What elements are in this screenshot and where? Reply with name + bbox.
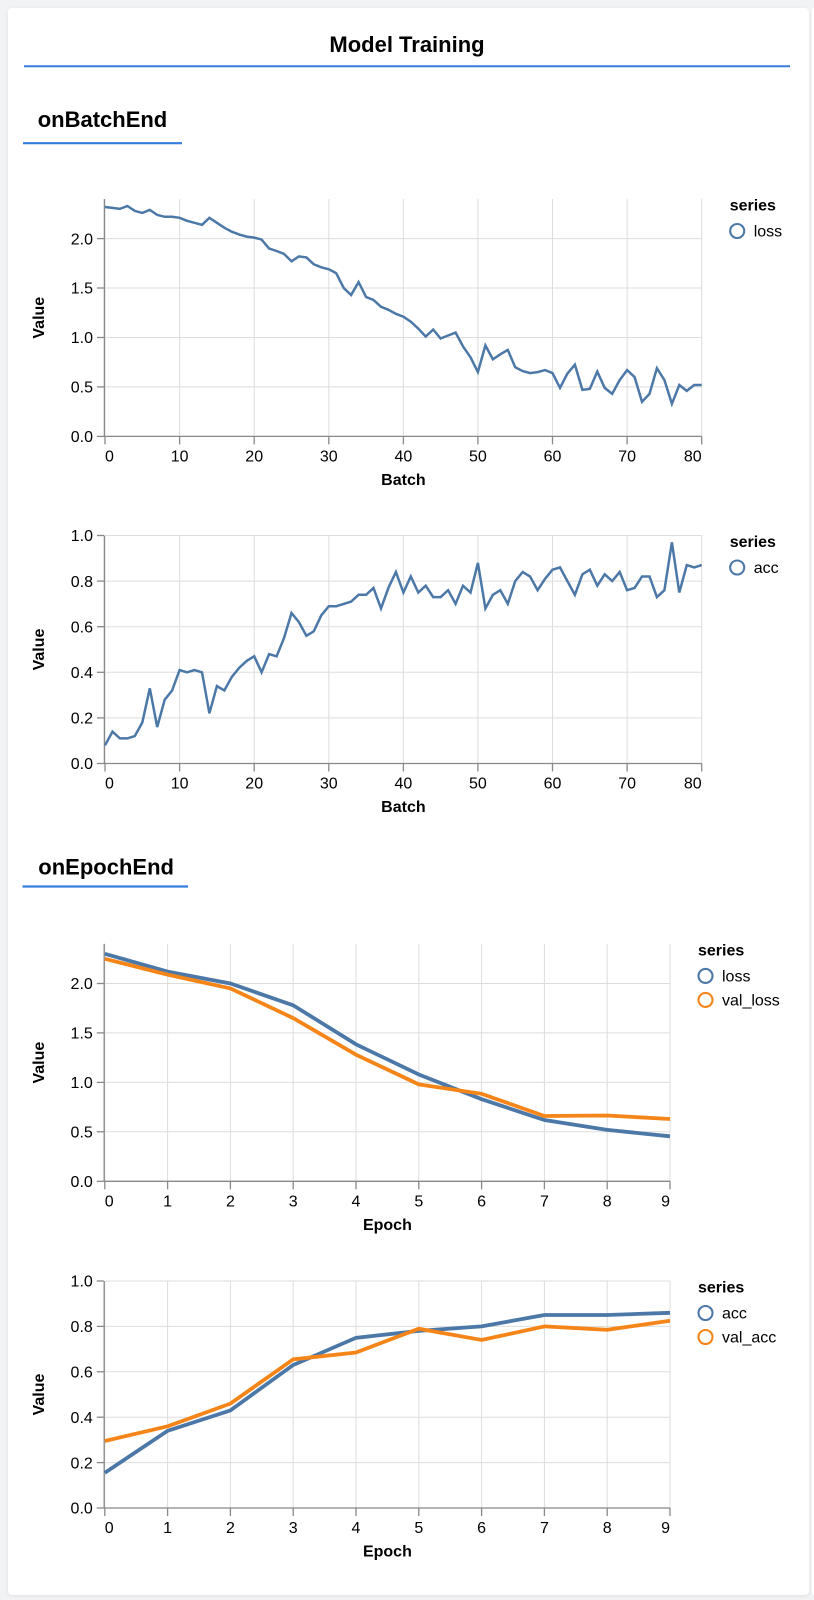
svg-text:10: 10 — [171, 776, 189, 793]
svg-text:80: 80 — [684, 776, 702, 793]
svg-text:20: 20 — [245, 449, 263, 466]
svg-text:0: 0 — [105, 776, 114, 793]
svg-text:0.0: 0.0 — [71, 1174, 93, 1191]
svg-text:loss: loss — [754, 224, 782, 241]
svg-text:1: 1 — [163, 1520, 172, 1537]
svg-text:7: 7 — [540, 1194, 549, 1211]
svg-text:30: 30 — [320, 776, 338, 793]
svg-text:20: 20 — [245, 776, 263, 793]
svg-text:0.0: 0.0 — [71, 756, 93, 773]
svg-text:4: 4 — [352, 1520, 361, 1537]
svg-text:9: 9 — [661, 1520, 670, 1537]
svg-text:5: 5 — [414, 1520, 423, 1537]
svg-text:9: 9 — [661, 1194, 670, 1211]
svg-text:val_loss: val_loss — [722, 993, 780, 1010]
svg-text:60: 60 — [544, 776, 562, 793]
svg-text:Batch: Batch — [381, 472, 425, 489]
svg-text:50: 50 — [469, 449, 487, 466]
svg-text:1: 1 — [163, 1194, 172, 1211]
svg-text:0.4: 0.4 — [71, 1410, 93, 1427]
svg-text:80: 80 — [684, 449, 702, 466]
svg-text:6: 6 — [477, 1194, 486, 1211]
svg-text:0: 0 — [105, 1520, 114, 1537]
svg-text:0.0: 0.0 — [71, 1501, 93, 1518]
svg-text:60: 60 — [544, 449, 562, 466]
svg-text:10: 10 — [171, 449, 189, 466]
svg-text:Epoch: Epoch — [363, 1544, 412, 1561]
svg-text:4: 4 — [352, 1194, 361, 1211]
svg-text:8: 8 — [603, 1194, 612, 1211]
svg-text:onBatchEnd: onBatchEnd — [38, 107, 168, 132]
svg-text:0.0: 0.0 — [71, 429, 93, 446]
svg-text:0.8: 0.8 — [71, 574, 93, 591]
svg-text:series: series — [730, 198, 776, 215]
svg-text:0.5: 0.5 — [71, 1125, 93, 1142]
svg-text:3: 3 — [289, 1520, 298, 1537]
svg-text:series: series — [730, 534, 776, 551]
svg-text:50: 50 — [469, 776, 487, 793]
svg-text:Value: Value — [31, 629, 48, 671]
svg-text:onEpochEnd: onEpochEnd — [38, 855, 174, 880]
svg-text:0: 0 — [105, 449, 114, 466]
svg-text:70: 70 — [618, 776, 636, 793]
svg-text:Batch: Batch — [381, 799, 425, 816]
svg-text:0.6: 0.6 — [71, 1365, 93, 1382]
svg-text:2: 2 — [226, 1520, 235, 1537]
svg-text:8: 8 — [603, 1520, 612, 1537]
svg-text:30: 30 — [320, 449, 338, 466]
svg-text:0.4: 0.4 — [71, 665, 93, 682]
svg-text:2: 2 — [226, 1194, 235, 1211]
svg-text:3: 3 — [289, 1194, 298, 1211]
svg-text:6: 6 — [477, 1520, 486, 1537]
svg-text:1.0: 1.0 — [71, 330, 93, 347]
svg-text:0.8: 0.8 — [71, 1319, 93, 1336]
svg-text:0: 0 — [105, 1194, 114, 1211]
svg-text:1.0: 1.0 — [71, 1075, 93, 1092]
svg-text:acc: acc — [722, 1306, 747, 1323]
svg-text:0.2: 0.2 — [71, 1455, 93, 1472]
svg-text:series: series — [698, 942, 744, 959]
svg-text:0.5: 0.5 — [71, 380, 93, 397]
svg-text:5: 5 — [414, 1194, 423, 1211]
svg-text:val_acc: val_acc — [722, 1330, 776, 1347]
svg-text:0.2: 0.2 — [71, 711, 93, 728]
svg-text:loss: loss — [722, 969, 750, 986]
svg-text:acc: acc — [754, 560, 779, 577]
svg-text:2.0: 2.0 — [71, 231, 93, 248]
svg-text:1.0: 1.0 — [71, 528, 93, 545]
svg-text:40: 40 — [395, 776, 413, 793]
svg-text:1.5: 1.5 — [71, 1026, 93, 1043]
svg-text:1.5: 1.5 — [71, 281, 93, 298]
svg-text:Value: Value — [31, 297, 48, 339]
svg-text:40: 40 — [395, 449, 413, 466]
svg-text:7: 7 — [540, 1520, 549, 1537]
svg-text:70: 70 — [618, 449, 636, 466]
svg-text:Model Training: Model Training — [329, 32, 484, 57]
svg-text:1.0: 1.0 — [71, 1274, 93, 1291]
svg-text:Value: Value — [31, 1374, 48, 1416]
svg-text:series: series — [698, 1280, 744, 1297]
svg-text:Epoch: Epoch — [363, 1217, 412, 1234]
svg-text:2.0: 2.0 — [71, 976, 93, 993]
svg-text:Value: Value — [31, 1042, 48, 1084]
svg-text:0.6: 0.6 — [71, 619, 93, 636]
